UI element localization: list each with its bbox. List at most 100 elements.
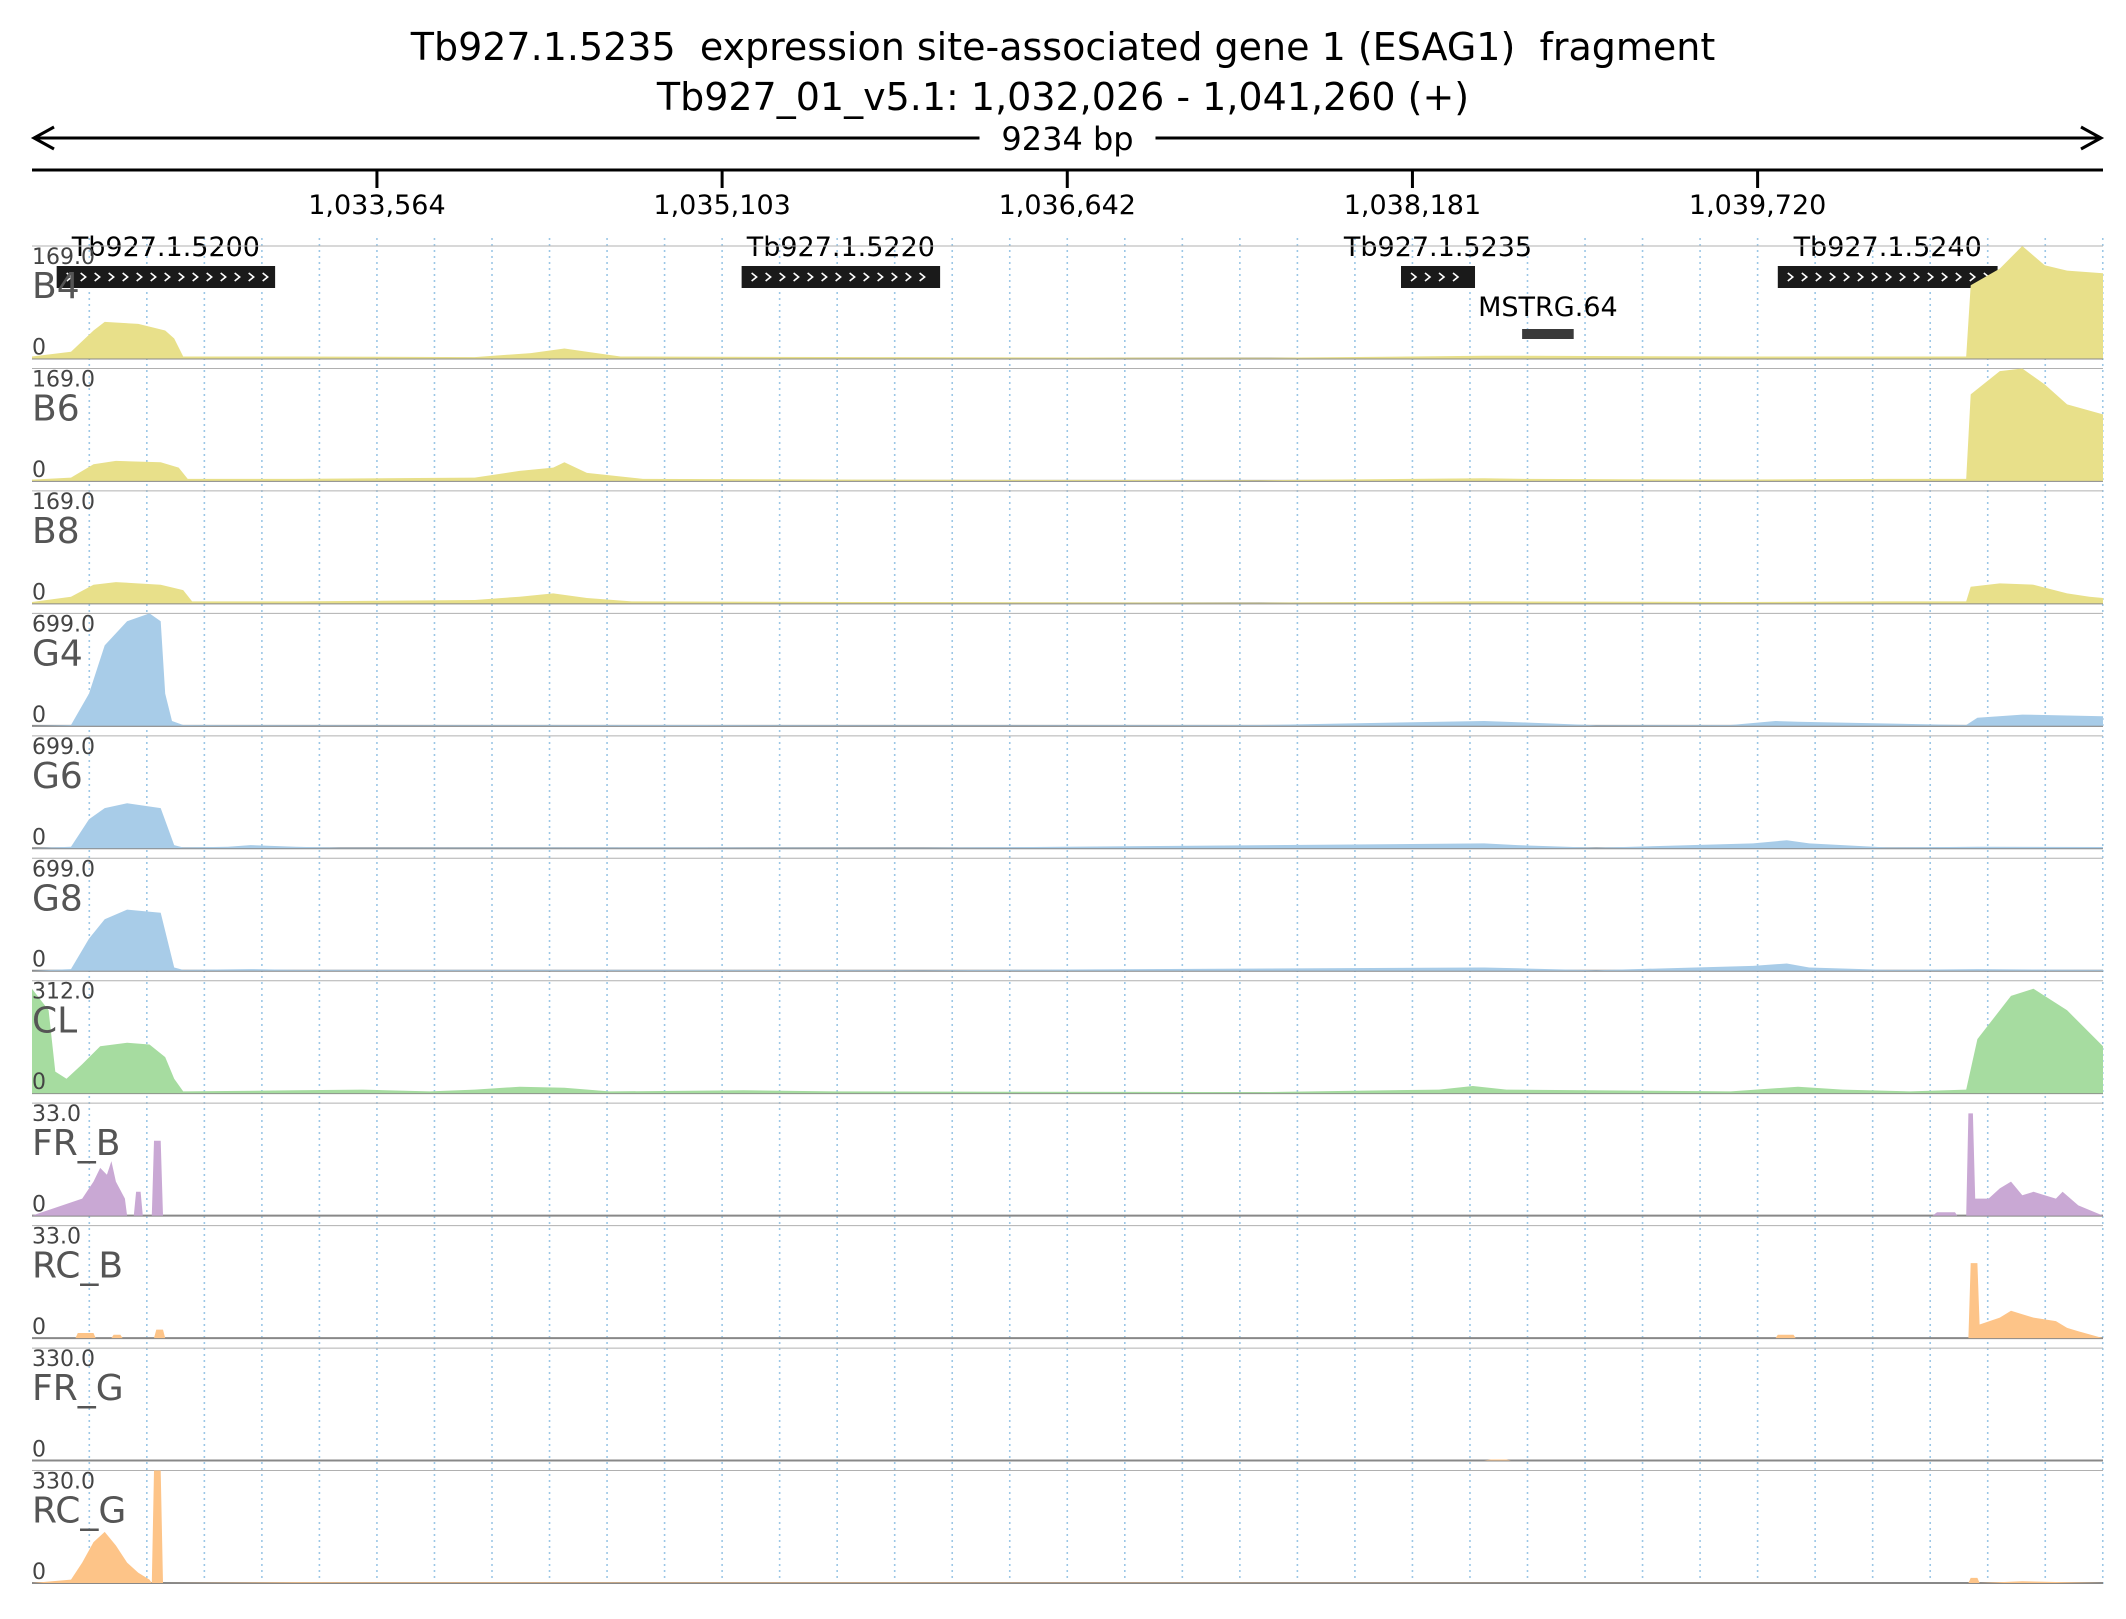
track-RC_B: 33.0RC_B 0	[32, 1225, 2103, 1340]
track-CL: 312.0CL 0	[32, 980, 2103, 1095]
track-max-label: 330.0	[32, 1347, 95, 1372]
track-name: CL	[32, 1001, 77, 1042]
grid-lines	[88, 238, 2104, 1585]
strand-arrow	[1438, 272, 1446, 282]
gene-feature-Tb927.1.5240	[1777, 266, 1998, 288]
track-name: RC_B	[32, 1246, 123, 1287]
strand-arrow	[164, 272, 171, 282]
track-G8: 699.0G8 0	[32, 857, 2103, 973]
strand-arrow	[1857, 272, 1865, 282]
strand-arrow	[108, 272, 115, 282]
axis-tick-label: 1,038,181	[1344, 190, 1481, 221]
strand-arrow	[1829, 272, 1837, 282]
axis-tick-label: 1,039,720	[1689, 190, 1826, 221]
coverage-area	[32, 613, 2103, 726]
track-min-label: 0	[32, 458, 46, 483]
strand-arrow	[1885, 272, 1893, 282]
track-B4: 169.0B4 0	[32, 245, 2103, 360]
span-length-label: 9234 bp	[1001, 120, 1133, 158]
axis-tick-label: 1,033,564	[308, 190, 445, 221]
strand-arrow	[1843, 272, 1851, 282]
strand-arrow	[150, 272, 157, 282]
gene-label: Tb927.1.5240	[1793, 232, 1982, 263]
track-min-label: 0	[32, 1193, 46, 1218]
gene-track: Tb927.1.5200 Tb927.1.5220 Tb927.1.5235 Tb92…	[56, 232, 1998, 339]
track-name: B6	[32, 388, 80, 429]
strand-arrow	[807, 272, 814, 282]
track-max-label: 699.0	[32, 735, 95, 760]
track-G6: 699.0G6 0	[32, 735, 2103, 850]
track-max-label: 312.0	[32, 980, 95, 1005]
strand-arrow	[1871, 272, 1879, 282]
strand-arrow	[905, 272, 912, 282]
track-min-label: 0	[32, 1438, 46, 1463]
track-min-label: 0	[32, 825, 46, 850]
strand-arrow	[1927, 272, 1935, 282]
track-name: G8	[32, 878, 83, 919]
track-max-label: 33.0	[32, 1102, 81, 1127]
strand-arrow	[220, 272, 227, 282]
axis-tick-label: 1,036,642	[999, 190, 1136, 221]
strand-arrow	[136, 272, 143, 282]
strand-arrow	[919, 272, 926, 282]
strand-arrow	[1787, 272, 1795, 282]
strand-arrow	[66, 272, 73, 282]
coverage-area	[32, 988, 2103, 1094]
strand-arrow	[234, 272, 241, 282]
coverage-area	[32, 582, 2103, 604]
strand-arrow	[1815, 272, 1823, 282]
track-min-label: 0	[32, 1315, 46, 1340]
track-min-label: 0	[32, 1070, 46, 1095]
track-max-label: 169.0	[32, 490, 95, 515]
span-left-arrow	[30, 125, 55, 151]
strand-arrow	[122, 272, 129, 282]
gene-feature-Tb927.1.5235	[1401, 266, 1476, 288]
track-min-label: 0	[32, 580, 46, 605]
track-min-label: 0	[32, 335, 46, 360]
track-name: RC_G	[32, 1491, 126, 1532]
track-max-label: 169.0	[32, 245, 95, 270]
region-subtitle: Tb927_01_v5.1: 1,032,026 - 1,041,260 (+)	[656, 75, 1470, 119]
strand-arrow	[192, 272, 199, 282]
track-max-label: 699.0	[32, 612, 95, 637]
track-max-label: 33.0	[32, 1225, 81, 1250]
gene-label: Tb927.1.5235	[1343, 232, 1532, 263]
track-name: FR_B	[32, 1123, 120, 1164]
feature-label: MSTRG.64	[1478, 292, 1618, 323]
strand-arrow	[1941, 272, 1949, 282]
strand-arrow	[206, 272, 213, 282]
track-name: FR_G	[32, 1368, 124, 1409]
axis-tick-label: 1,035,103	[653, 190, 790, 221]
strand-arrow	[248, 272, 255, 282]
track-G4: 699.0G4 0	[32, 612, 2103, 728]
track-B8: 169.0B8 0	[32, 490, 2103, 605]
strand-arrow	[891, 272, 898, 282]
track-min-label: 0	[32, 703, 46, 728]
strand-arrow	[94, 272, 101, 282]
strand-arrow	[1452, 272, 1460, 282]
strand-arrow	[1899, 272, 1907, 282]
gene-label: Tb927.1.5200	[71, 232, 260, 263]
strand-arrow	[1969, 272, 1977, 282]
strand-arrow	[779, 272, 786, 282]
span-right-arrow	[2080, 125, 2105, 151]
strand-arrow	[1410, 272, 1418, 282]
track-RC_G: 330.0RC_G 0	[32, 1470, 2103, 1585]
strand-arrow	[877, 272, 884, 282]
strand-arrow	[835, 272, 842, 282]
track-name: B4	[32, 266, 80, 307]
track-max-label: 169.0	[32, 367, 95, 392]
strand-arrow	[1913, 272, 1921, 282]
feature-MSTRG.64	[1522, 329, 1574, 339]
strand-arrow	[751, 272, 758, 282]
strand-arrow	[821, 272, 828, 282]
track-max-label: 699.0	[32, 857, 95, 882]
track-min-label: 0	[32, 1560, 46, 1585]
track-FR_B: 33.0FR_B 0	[32, 1102, 2103, 1218]
strand-arrow	[178, 272, 185, 282]
track-name: G4	[32, 633, 83, 674]
coverage-area	[32, 1113, 2103, 1216]
track-min-label: 0	[32, 948, 46, 973]
